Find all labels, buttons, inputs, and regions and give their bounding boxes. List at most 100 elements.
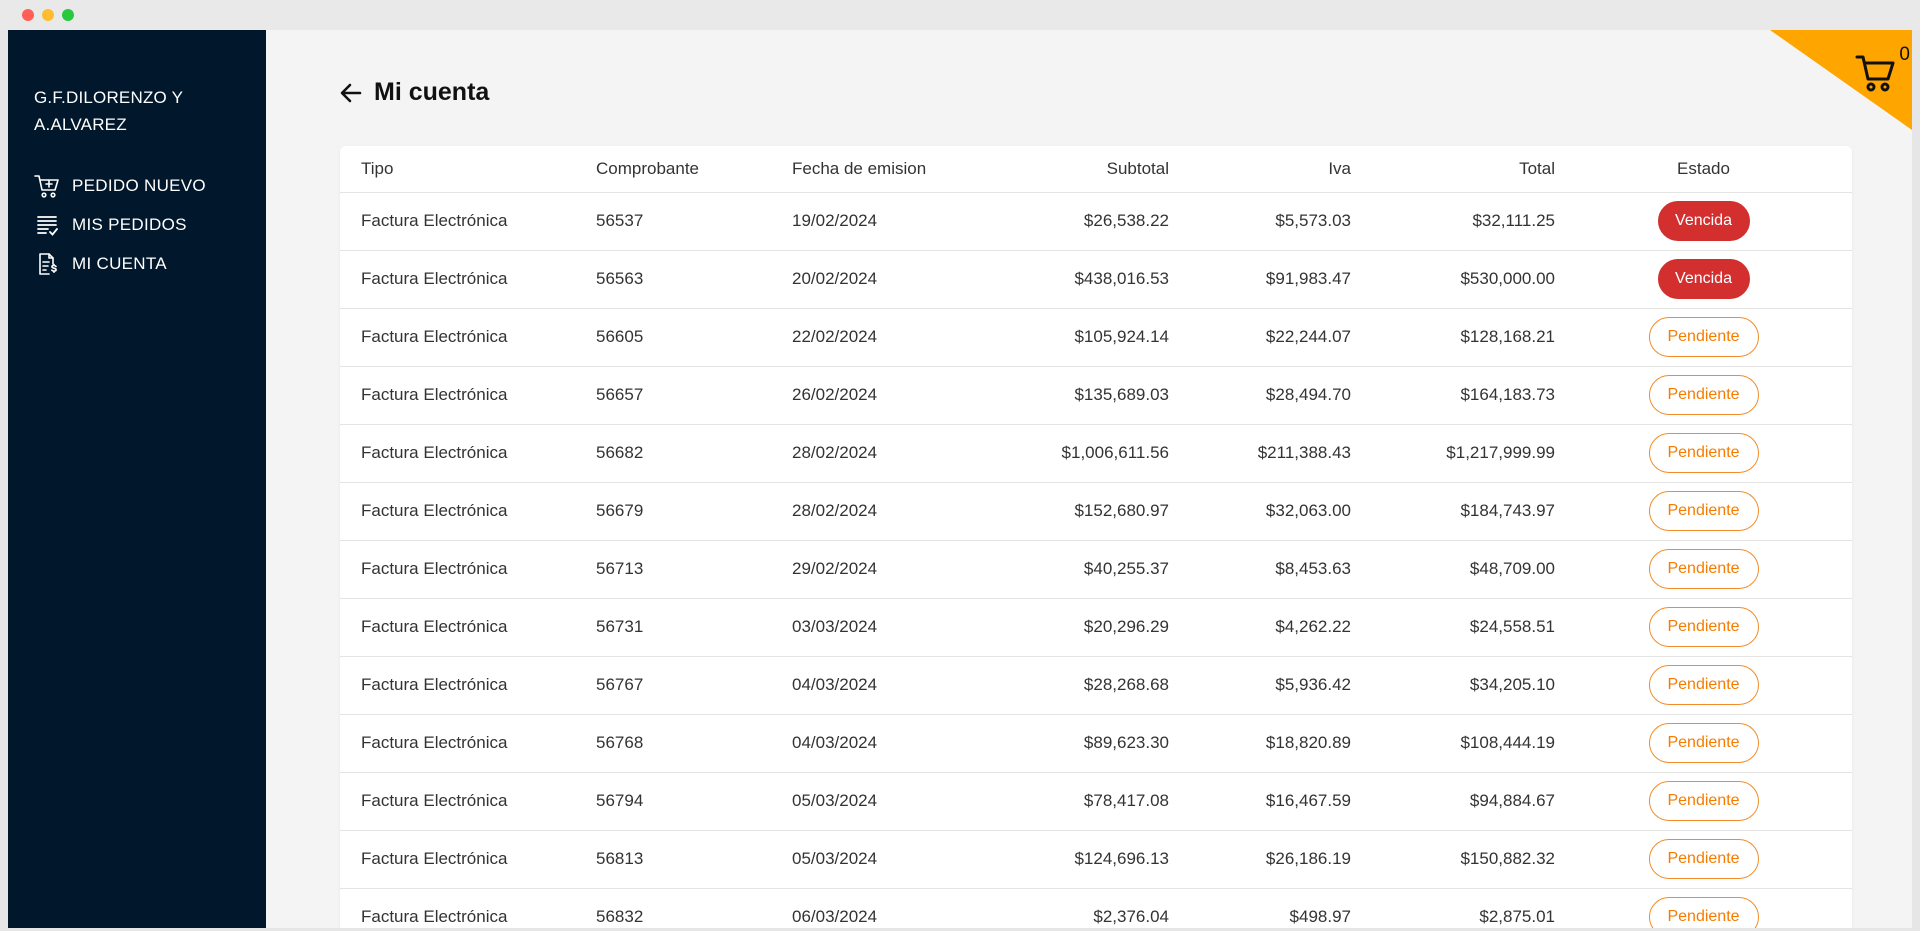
cell-estado: Pendiente [1555,714,1852,773]
cell-comprobante: 56605 [596,308,792,367]
cell-tipo: Factura Electrónica [340,482,596,541]
cell-subtotal: $135,689.03 [962,366,1169,425]
cell-total: $32,111.25 [1351,192,1555,251]
cell-comprobante: 56813 [596,830,792,889]
cell-subtotal: $28,268.68 [962,656,1169,715]
sidebar-item-pedido-nuevo[interactable]: PEDIDO NUEVO [32,166,206,205]
cell-iva: $5,936.42 [1169,656,1351,715]
cell-comprobante: 56537 [596,192,792,251]
cell-comprobante: 56767 [596,656,792,715]
window-title-bar [0,0,1920,30]
cell-iva: $22,244.07 [1169,308,1351,367]
cell-total: $150,882.32 [1351,830,1555,889]
cell-fecha: 04/03/2024 [792,656,962,715]
table-row[interactable]: Factura Electrónica 56832 06/03/2024 $2,376… [340,888,1852,928]
cell-fecha: 26/02/2024 [792,366,962,425]
cell-estado: Vencida [1555,250,1852,309]
cell-iva: $211,388.43 [1169,424,1351,483]
table-row[interactable]: Factura Electrónica 56794 05/03/2024 $78,41… [340,772,1852,831]
list-check-icon [32,210,62,240]
cell-tipo: Factura Electrónica [340,830,596,889]
cell-subtotal: $1,006,611.56 [962,424,1169,483]
table-row[interactable]: Factura Electrónica 56713 29/02/2024 $40,25… [340,540,1852,599]
cell-comprobante: 56682 [596,424,792,483]
status-badge[interactable]: Pendiente [1648,317,1759,357]
cell-iva: $18,820.89 [1169,714,1351,773]
cell-subtotal: $105,924.14 [962,308,1169,367]
status-badge[interactable]: Pendiente [1648,839,1759,879]
sidebar-item-label: MIS PEDIDOS [72,214,187,234]
status-badge[interactable]: Pendiente [1648,433,1759,473]
table-row[interactable]: Factura Electrónica 56563 20/02/2024 $438,0… [340,250,1852,309]
cell-comprobante: 56657 [596,366,792,425]
cell-total: $34,205.10 [1351,656,1555,715]
page-header: Mi cuenta [338,78,489,107]
column-header-subtotal[interactable]: Subtotal [962,146,1169,193]
cell-tipo: Factura Electrónica [340,540,596,599]
sidebar: G.F.DILORENZO Y A.ALVAREZ PEDIDO NUEVO [8,30,266,928]
sidebar-item-label: MI CUENTA [72,253,167,273]
status-badge[interactable]: Pendiente [1648,375,1759,415]
table-row[interactable]: Factura Electrónica 56682 28/02/2024 $1,006… [340,424,1852,483]
app-frame: G.F.DILORENZO Y A.ALVAREZ PEDIDO NUEVO [8,30,1912,928]
cell-fecha: 28/02/2024 [792,424,962,483]
cell-subtotal: $40,255.37 [962,540,1169,599]
sidebar-item-mis-pedidos[interactable]: MIS PEDIDOS [32,205,206,244]
status-badge[interactable]: Vencida [1657,201,1750,241]
cell-total: $24,558.51 [1351,598,1555,657]
invoices-table: Tipo Comprobante Fecha de emision Subtot… [340,146,1852,928]
cell-subtotal: $2,376.04 [962,888,1169,928]
cell-subtotal: $78,417.08 [962,772,1169,831]
column-header-tipo[interactable]: Tipo [340,146,596,193]
cell-total: $164,183.73 [1351,366,1555,425]
status-badge[interactable]: Pendiente [1648,491,1759,531]
invoice-dollar-icon [32,249,62,279]
arrow-left-icon[interactable] [338,79,366,107]
cell-iva: $8,453.63 [1169,540,1351,599]
cell-subtotal: $438,016.53 [962,250,1169,309]
window-close-button[interactable] [22,9,34,21]
cell-fecha: 04/03/2024 [792,714,962,773]
table-row[interactable]: Factura Electrónica 56768 04/03/2024 $89,62… [340,714,1852,773]
status-badge[interactable]: Pendiente [1648,781,1759,821]
table-row[interactable]: Factura Electrónica 56679 28/02/2024 $152,6… [340,482,1852,541]
column-header-estado[interactable]: Estado [1555,146,1852,193]
status-badge[interactable]: Pendiente [1648,897,1759,928]
cell-estado: Pendiente [1555,656,1852,715]
column-header-iva[interactable]: Iva [1169,146,1351,193]
sidebar-item-mi-cuenta[interactable]: MI CUENTA [32,244,206,283]
window-minimize-button[interactable] [42,9,54,21]
column-header-comprobante[interactable]: Comprobante [596,146,792,193]
cart-widget[interactable]: 0 [1770,30,1912,130]
table-row[interactable]: Factura Electrónica 56731 03/03/2024 $20,29… [340,598,1852,657]
cell-tipo: Factura Electrónica [340,714,596,773]
cell-tipo: Factura Electrónica [340,192,596,251]
table-header-row: Tipo Comprobante Fecha de emision Subtot… [340,146,1852,193]
cell-iva: $26,186.19 [1169,830,1351,889]
cell-fecha: 06/03/2024 [792,888,962,928]
cell-estado: Pendiente [1555,424,1852,483]
table-row[interactable]: Factura Electrónica 56537 19/02/2024 $26,53… [340,192,1852,251]
column-header-fecha[interactable]: Fecha de emision [792,146,962,193]
status-badge[interactable]: Pendiente [1648,549,1759,589]
status-badge[interactable]: Pendiente [1648,665,1759,705]
table-row[interactable]: Factura Electrónica 56813 05/03/2024 $124,6… [340,830,1852,889]
table-row[interactable]: Factura Electrónica 56605 22/02/2024 $105,9… [340,308,1852,367]
status-badge[interactable]: Vencida [1657,259,1750,299]
cell-tipo: Factura Electrónica [340,656,596,715]
cell-iva: $5,573.03 [1169,192,1351,251]
cell-estado: Pendiente [1555,366,1852,425]
table-row[interactable]: Factura Electrónica 56767 04/03/2024 $28,26… [340,656,1852,715]
shopping-cart-icon[interactable] [1854,50,1898,94]
table-row[interactable]: Factura Electrónica 56657 26/02/2024 $135,6… [340,366,1852,425]
cell-total: $1,217,999.99 [1351,424,1555,483]
status-badge[interactable]: Pendiente [1648,723,1759,763]
cell-tipo: Factura Electrónica [340,308,596,367]
window-maximize-button[interactable] [62,9,74,21]
cell-estado: Pendiente [1555,308,1852,367]
table-body: Factura Electrónica 56537 19/02/2024 $26,53… [340,192,1852,928]
cell-fecha: 19/02/2024 [792,192,962,251]
column-header-total[interactable]: Total [1351,146,1555,193]
status-badge[interactable]: Pendiente [1648,607,1759,647]
cell-comprobante: 56713 [596,540,792,599]
